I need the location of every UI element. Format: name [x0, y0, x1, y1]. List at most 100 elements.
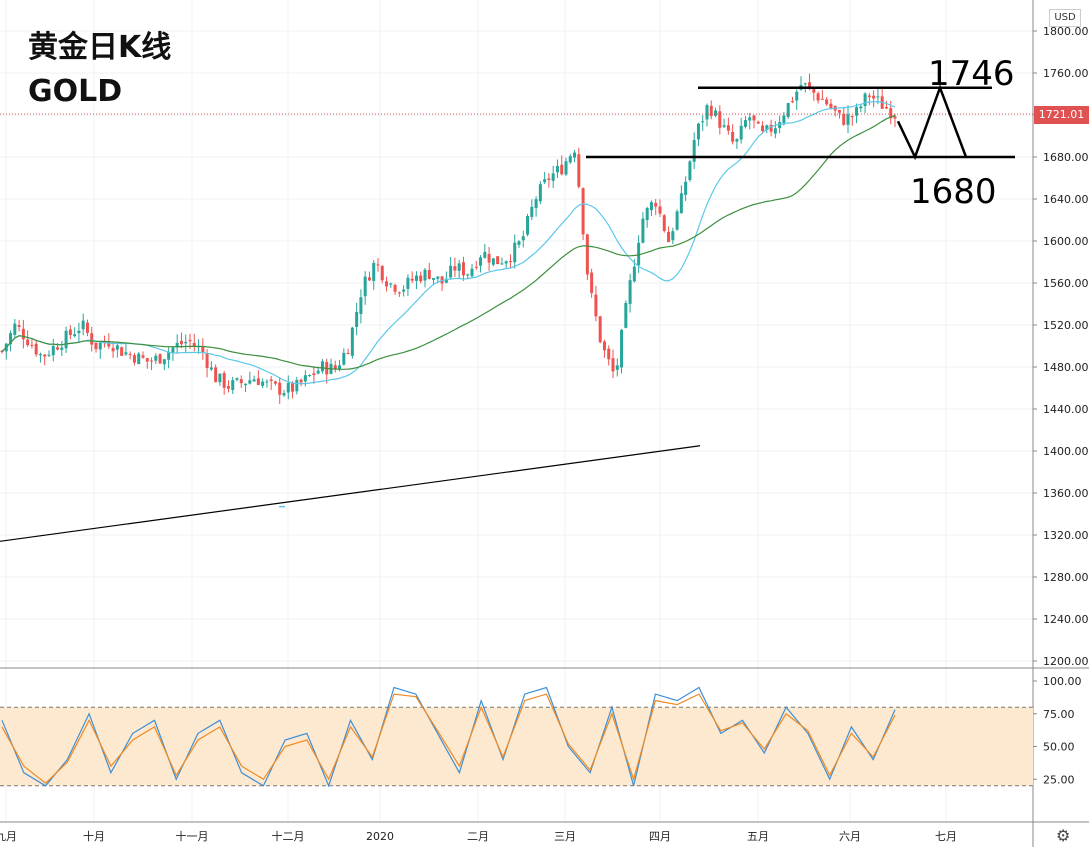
- candle-body-58: [248, 380, 252, 384]
- candle-body-137: [585, 234, 589, 275]
- candle-body-92: [393, 284, 397, 292]
- time-label-7: 四月: [649, 830, 671, 843]
- candle-body-134: [573, 152, 577, 158]
- candle-body-72: [308, 375, 312, 377]
- candle-body-133: [568, 156, 572, 163]
- candle-body-192: [820, 98, 824, 100]
- candle-body-100: [427, 269, 431, 279]
- time-label-2: 十一月: [176, 829, 209, 843]
- candle-body-50: [214, 367, 218, 383]
- time-label-5: 二月: [467, 830, 489, 843]
- candle-body-129: [551, 173, 555, 181]
- candle-body-183: [782, 115, 786, 124]
- candle-body-174: [743, 120, 747, 127]
- candle-body-83: [355, 311, 359, 327]
- candle-body-155: [662, 215, 666, 231]
- candle-body-66: [282, 393, 286, 396]
- price-tick-label-14: 1240.00: [1043, 613, 1089, 626]
- candle-body-85: [363, 276, 367, 297]
- time-label-4: 2020: [366, 830, 394, 843]
- currency-badge[interactable]: USD: [1049, 9, 1081, 27]
- price-tick-label-9: 1440.00: [1043, 403, 1089, 416]
- candle-body-124: [530, 206, 534, 217]
- candle-body-2: [9, 333, 13, 345]
- candle-body-39: [167, 352, 171, 360]
- candle-body-9: [38, 353, 42, 356]
- candle-body-144: [615, 365, 619, 370]
- candle-body-47: [201, 346, 205, 353]
- candle-body-41: [175, 342, 179, 348]
- candle-body-18: [77, 330, 81, 334]
- candle-body-51: [218, 373, 222, 383]
- candle-body-140: [598, 316, 602, 343]
- candle-body-19: [81, 320, 85, 330]
- candle-body-122: [521, 236, 525, 241]
- candle-body-10: [43, 354, 47, 357]
- price-tick-label-11: 1360.00: [1043, 487, 1089, 500]
- candle-body-106: [453, 266, 457, 271]
- candle-body-68: [291, 382, 295, 392]
- candle-body-60: [256, 378, 260, 385]
- candle-body-11: [47, 354, 51, 356]
- candle-body-104: [444, 278, 448, 283]
- candle-body-90: [385, 281, 389, 287]
- candle-body-81: [346, 352, 350, 355]
- candle-body-74: [316, 370, 320, 374]
- long-trend-line: [0, 445, 701, 542]
- candle-body-70: [299, 379, 303, 383]
- candle-body-24: [103, 341, 107, 344]
- candle-body-42: [179, 340, 183, 345]
- candle-body-156: [667, 231, 671, 243]
- candle-body-52: [222, 373, 226, 388]
- candle-body-34: [145, 358, 149, 362]
- candle-body-141: [602, 341, 606, 351]
- candle-body-166: [709, 105, 713, 117]
- candle-body-0: [0, 350, 4, 352]
- price-axis: 1800.001760.001720.001680.001640.001600.…: [1033, 25, 1089, 786]
- candle-body-25: [107, 341, 111, 347]
- candle-body-154: [658, 206, 662, 214]
- drawn-lines: [0, 84, 1033, 542]
- candle-body-197: [842, 113, 846, 125]
- candle-body-48: [205, 353, 209, 369]
- candle-body-128: [547, 178, 551, 180]
- price-tick-label-12: 1320.00: [1043, 529, 1089, 542]
- candle-body-61: [261, 381, 265, 386]
- candle-body-117: [500, 263, 504, 265]
- symbol-label: GOLD: [28, 74, 123, 109]
- candle-body-84: [359, 297, 363, 314]
- price-tick-label-3: 1680.00: [1043, 151, 1089, 164]
- candle-body-170: [726, 125, 730, 131]
- candle-body-108: [461, 262, 465, 276]
- candle-body-31: [132, 355, 136, 363]
- candle-body-207: [884, 107, 888, 109]
- candle-body-54: [231, 380, 235, 391]
- candle-body-33: [141, 355, 145, 358]
- candle-body-43: [184, 341, 188, 344]
- candle-body-162: [692, 140, 696, 162]
- candle-body-181: [773, 128, 777, 134]
- candle-body-62: [265, 381, 269, 383]
- candle-body-158: [675, 211, 679, 230]
- ma-slow-line: [1, 114, 896, 370]
- candle-body-49: [209, 367, 213, 370]
- candle-body-93: [397, 292, 401, 294]
- candle-body-38: [162, 359, 166, 365]
- candle-body-7: [30, 344, 34, 346]
- candle-body-121: [517, 241, 521, 245]
- price-tick-label-5: 1600.00: [1043, 235, 1089, 248]
- candle-body-94: [402, 289, 406, 292]
- candle-body-148: [632, 266, 636, 282]
- candle-body-113: [483, 251, 487, 258]
- candle-body-16: [68, 329, 72, 336]
- gear-icon[interactable]: ⚙: [1056, 826, 1071, 845]
- candle-body-59: [252, 379, 256, 382]
- candle-body-99: [423, 269, 427, 281]
- stoch-tick-label-2: 50.00: [1043, 741, 1075, 754]
- candle-body-53: [226, 386, 230, 389]
- candle-body-91: [389, 283, 393, 285]
- candle-body-142: [607, 348, 611, 360]
- candle-body-176: [752, 115, 756, 121]
- candle-body-32: [137, 353, 141, 365]
